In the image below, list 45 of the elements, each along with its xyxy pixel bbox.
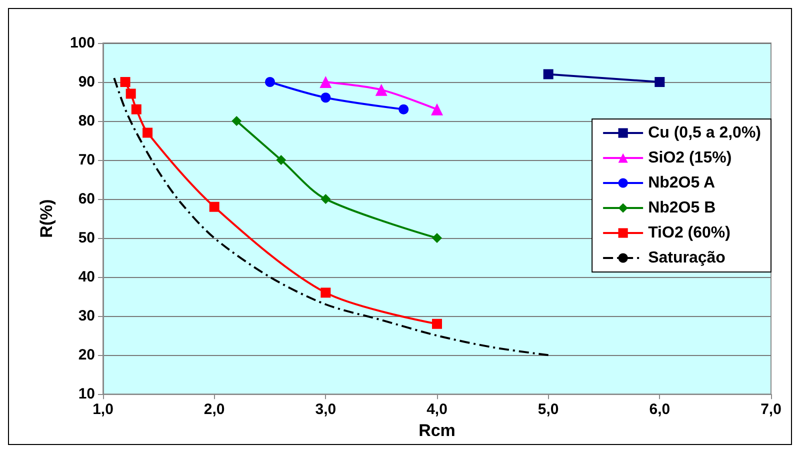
- point: [431, 103, 443, 116]
- y-tick-label: 100: [70, 34, 95, 52]
- point: [375, 84, 388, 96]
- point: [654, 77, 665, 88]
- legend-label: SiO2 (15%): [648, 150, 732, 166]
- x-tick-label: 1,0: [92, 401, 114, 418]
- x-tick-label: 7,0: [760, 401, 782, 418]
- line-series: [113, 77, 550, 356]
- point: [398, 104, 409, 114]
- point: [320, 288, 331, 298]
- point: [209, 202, 220, 212]
- point: [131, 104, 142, 114]
- y-tick-label: 30: [78, 308, 95, 325]
- y-tick-label: 90: [78, 74, 95, 91]
- legend-label: Cu (0,5 a 2,0%): [648, 124, 762, 142]
- point: [265, 77, 275, 88]
- point: [126, 88, 136, 99]
- y-tick-label: 60: [78, 190, 95, 208]
- y-axis-title: R(%): [37, 199, 56, 238]
- x-tick-label: 5,0: [538, 401, 559, 418]
- legend-label: TiO2 (60%): [648, 224, 730, 242]
- point: [543, 69, 554, 80]
- legend-label: Nb2O5 B: [648, 200, 716, 216]
- legend-label: Saturação: [648, 250, 726, 266]
- point: [120, 77, 130, 88]
- point: [320, 194, 331, 204]
- y-tick-label: 80: [78, 112, 95, 130]
- point: [232, 116, 242, 126]
- point: [320, 92, 331, 103]
- x-axis-title: Rcm: [418, 421, 456, 440]
- point: [432, 233, 442, 244]
- legend-label: Nb2O5 A: [648, 174, 716, 192]
- y-tick-label: 10: [78, 386, 95, 403]
- y-tick-label: 20: [78, 346, 95, 364]
- x-tick-label: 4,0: [426, 401, 448, 418]
- y-tick-label: 40: [78, 268, 95, 286]
- point: [320, 76, 332, 88]
- y-tick-label: 70: [78, 152, 95, 169]
- point: [142, 128, 153, 138]
- y-tick-label: 50: [78, 230, 95, 247]
- point: [276, 155, 286, 166]
- x-tick-label: 3,0: [315, 401, 336, 418]
- x-tick-label: 6,0: [649, 401, 670, 418]
- point: [432, 318, 442, 329]
- x-tick-label: 2,0: [204, 401, 225, 418]
